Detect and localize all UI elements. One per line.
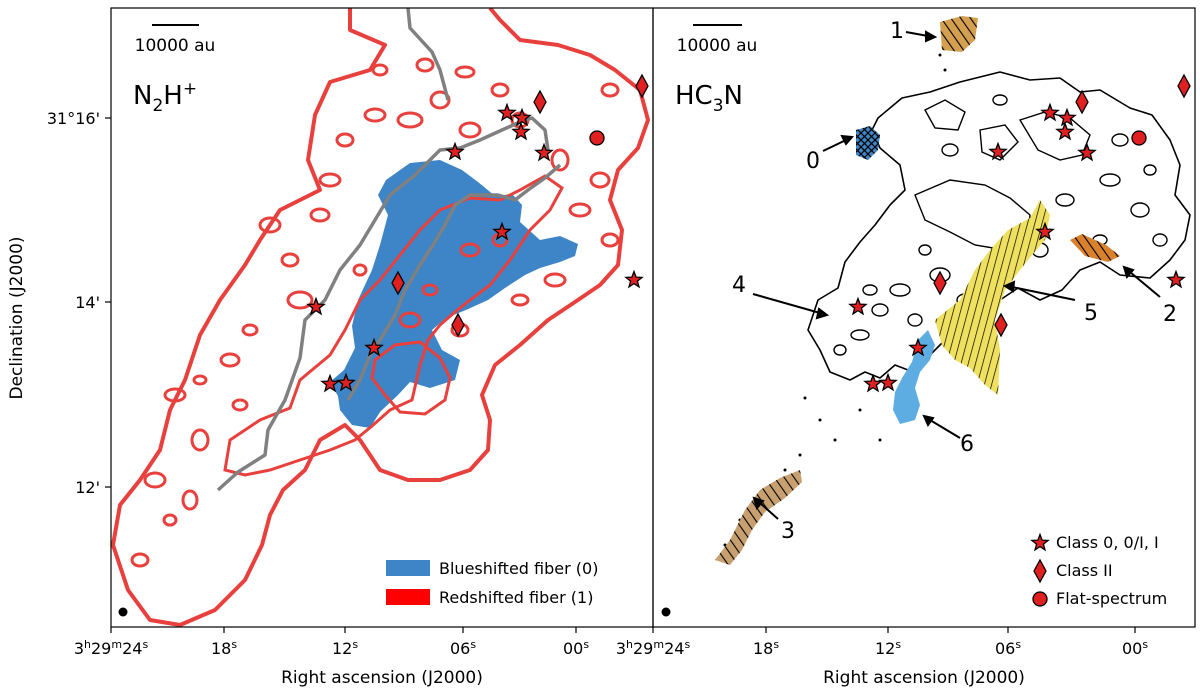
annotation-arrows: [752, 30, 1161, 520]
legend-star-icon: [1030, 532, 1050, 552]
tick-marks: [105, 117, 1136, 633]
class-0-i-star-marker: [1040, 102, 1060, 122]
class-0-i-star-marker: [624, 269, 644, 289]
class-0-i-star-marker: [534, 142, 554, 162]
fiber-label-2: 2: [1163, 302, 1177, 327]
hc3n-fiber-0-hatch: [856, 126, 880, 160]
class-0-i-star-marker: [336, 372, 356, 392]
tracer-label-n2h: N2H+: [133, 79, 197, 116]
fiber-label-1: 1: [890, 19, 904, 44]
class-0-i-star-marker: [1077, 142, 1097, 162]
fiber-label-4: 4: [732, 273, 746, 298]
hc3n-fiber-2-hatch: [1070, 234, 1120, 262]
hc3n-fiber-6: [893, 330, 935, 424]
x-tick-label: 06s: [450, 638, 476, 658]
hc3n-fiber-5-hatch: [935, 200, 1050, 395]
class-0-i-star-marker: [1055, 121, 1075, 141]
x-tick-label: 3h29m24s: [74, 638, 149, 658]
class-ii-diamond-marker: [635, 73, 649, 99]
class-ii-diamond-marker: [994, 312, 1008, 338]
class-ii-diamond-marker: [451, 312, 465, 338]
x-axis-label-right: Right ascension (J2000): [823, 668, 1025, 688]
yso-markers-right: [848, 73, 1191, 393]
class-0-i-star-marker: [848, 296, 868, 316]
legend-swatch-blue: [386, 560, 430, 576]
class-0-i-star-marker: [512, 107, 532, 127]
x-tick-label: 12s: [875, 638, 901, 658]
legend-label-blue: Blueshifted fiber (0): [439, 559, 598, 578]
class-0-i-star-marker: [988, 141, 1008, 161]
class-0-i-star-marker: [1166, 269, 1186, 289]
blueshifted-fiber-region: [330, 160, 578, 428]
beam-marker-right: [661, 607, 671, 617]
legend-diamond-icon: [1033, 558, 1047, 584]
class-0-i-star-marker: [306, 296, 326, 316]
legend-circle-icon: [1032, 591, 1048, 607]
x-tick-label: 00s: [563, 638, 589, 658]
spine-fiber-0: [216, 116, 550, 492]
legend-label-flat: Flat-spectrum: [1056, 589, 1167, 608]
right-panel: 10000 au HC3N 0 1 2 3 4 5 6 Class 0, 0/I…: [652, 7, 1196, 628]
left-panel: 10000 au N2H+ Blueshifted fiber (0) Reds…: [110, 7, 654, 628]
class-0-i-star-marker: [320, 373, 340, 393]
x-axis-label-left: Right ascension (J2000): [281, 668, 483, 688]
red-small-contours: [130, 57, 620, 568]
right-axes-frame: [652, 7, 1196, 628]
x-tick-label: 12s: [332, 638, 358, 658]
hc3n-outer-contour: [807, 71, 1191, 381]
legend-swatch-red: [386, 589, 430, 605]
class-0-i-star-marker: [1057, 107, 1077, 127]
x-tick-label: 00s: [1122, 638, 1148, 658]
yso-markers-left: [306, 73, 649, 393]
class-0-i-star-marker: [492, 221, 512, 241]
y-tick-label: 14': [75, 293, 100, 312]
class-0-i-star-marker: [908, 337, 928, 357]
fiber-label-3: 3: [781, 519, 795, 544]
class-0-i-star-marker: [1035, 221, 1055, 241]
class-0-i-star-marker: [863, 373, 883, 393]
x-tick-label: 18s: [211, 638, 237, 658]
y-tick-label: 12': [75, 478, 100, 497]
hc3n-fiber-3-hatch: [715, 470, 802, 565]
hc3n-fiber-1-hatch: [940, 16, 978, 52]
class-0-i-star-marker: [364, 337, 384, 357]
hc3n-specks: [723, 53, 947, 547]
x-tick-label: 18s: [753, 638, 779, 658]
red-inner-loop: [370, 340, 452, 416]
legend-right: Class 0, 0/I, I Class II Flat-spectrum: [1030, 532, 1167, 608]
fiber-label-5: 5: [1084, 301, 1098, 326]
legend-label-class2: Class II: [1056, 561, 1113, 580]
x-tick-label: 3h29m24s: [616, 638, 691, 658]
class-0-i-star-marker: [497, 102, 517, 122]
scalebar-label-right: 10000 au: [677, 36, 758, 56]
red-inner-contour: [223, 174, 564, 477]
tracer-label-hc3n: HC3N: [675, 81, 743, 116]
class-ii-diamond-marker: [533, 89, 547, 115]
legend-left: Blueshifted fiber (0) Redshifted fiber (…: [386, 559, 598, 607]
legend-label-class0: Class 0, 0/I, I: [1056, 533, 1159, 552]
flat-spectrum-circle-marker: [1131, 130, 1147, 146]
class-ii-diamond-marker: [1177, 73, 1191, 99]
class-ii-diamond-marker: [933, 270, 947, 296]
class-ii-diamond-marker: [391, 270, 405, 296]
fiber-label-6: 6: [960, 432, 974, 457]
beam-marker: [118, 607, 128, 617]
class-0-i-star-marker: [878, 372, 898, 392]
flat-spectrum-circle-marker: [589, 130, 605, 146]
class-0-i-star-marker: [445, 141, 465, 161]
fiber-label-0: 0: [806, 149, 820, 174]
legend-label-red: Redshifted fiber (1): [439, 588, 593, 607]
y-axis-label: Declination (J2000): [7, 236, 27, 399]
y-tick-label: 31°16': [47, 109, 100, 128]
class-ii-diamond-marker: [1075, 89, 1089, 115]
spine-north: [406, 8, 450, 101]
class-0-i-star-marker: [511, 121, 531, 141]
scalebar-label: 10000 au: [135, 36, 216, 56]
x-tick-label: 06s: [995, 638, 1021, 658]
axes: 3h29m24s 18s 12s 06s 00s 3h29m24s 18s 12…: [7, 109, 1148, 688]
